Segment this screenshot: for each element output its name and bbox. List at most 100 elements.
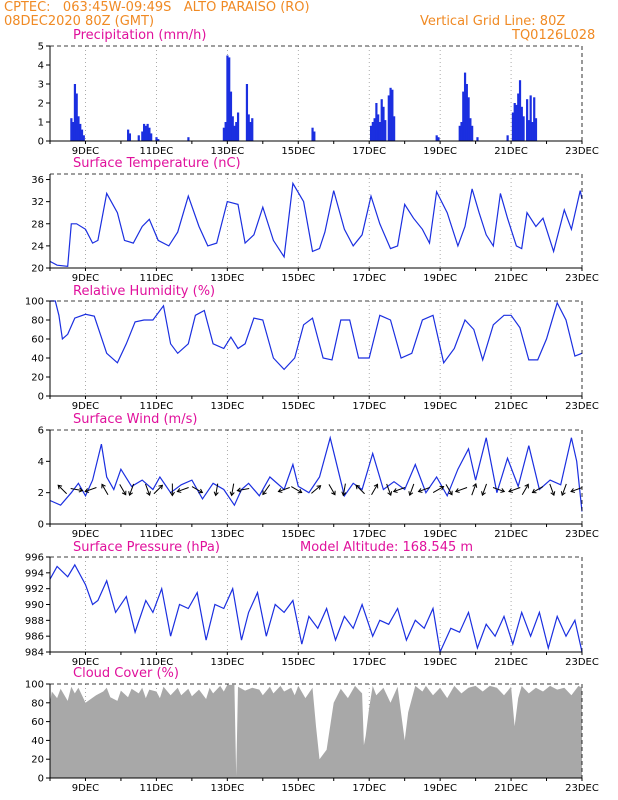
wind-arrow bbox=[570, 487, 583, 493]
wind-arrow-head bbox=[101, 483, 106, 489]
precip-bar bbox=[77, 116, 80, 141]
wind-arrow bbox=[386, 483, 392, 496]
press-x-tick-label: 21DEC bbox=[494, 657, 528, 668]
wind-arrow-head bbox=[213, 491, 219, 497]
wind-line bbox=[49, 435, 583, 512]
precip-bar bbox=[224, 122, 227, 141]
precip-bar bbox=[150, 133, 153, 141]
precip-bar bbox=[522, 116, 525, 141]
precip-bar bbox=[371, 122, 374, 141]
wind-arrow bbox=[455, 487, 468, 493]
precip-bar bbox=[80, 129, 84, 141]
wind-arrow bbox=[215, 483, 219, 496]
press-x-tick-label: 19DEC bbox=[423, 657, 457, 668]
precip-bar bbox=[231, 116, 234, 141]
wind-arrow-head bbox=[500, 488, 506, 493]
precip-bar bbox=[511, 112, 515, 141]
wind-arrow bbox=[432, 486, 444, 493]
wind-x-tick-label: 11DEC bbox=[140, 529, 174, 540]
wind-x-tick-label: 17DEC bbox=[352, 529, 386, 540]
precip-x-tick-label: 13DEC bbox=[210, 146, 244, 157]
rh-x-tick-label: 21DEC bbox=[494, 401, 528, 412]
wind-arrow-head bbox=[331, 490, 336, 496]
precip-bar bbox=[72, 122, 75, 141]
wind-arrow bbox=[237, 487, 250, 492]
cloud-x-tick-label: 23DEC bbox=[565, 783, 599, 794]
precip-y-tick-label: 4 bbox=[38, 61, 44, 72]
wind-arrow bbox=[70, 487, 83, 492]
precip-bar bbox=[389, 87, 392, 141]
precip-bar bbox=[458, 125, 461, 141]
cloud-x-tick-label: 13DEC bbox=[210, 783, 244, 794]
precip-bar bbox=[506, 135, 509, 141]
cloud-x-tick-label: 19DEC bbox=[423, 783, 457, 794]
precip-bar bbox=[534, 118, 538, 141]
precip-x-tick-label: 19DEC bbox=[423, 146, 457, 157]
precip-bar bbox=[518, 80, 522, 141]
wind-title: Surface Wind (m/s) bbox=[73, 412, 198, 427]
wind-arrow bbox=[508, 487, 521, 493]
precip-bar bbox=[229, 91, 233, 141]
temp-y-tick-label: 32 bbox=[31, 197, 44, 208]
precip-bar bbox=[157, 139, 160, 141]
rh-y-tick-label: 100 bbox=[25, 297, 44, 308]
rh-y-tick-label: 0 bbox=[38, 392, 44, 403]
precip-bar bbox=[228, 57, 231, 141]
press-x-tick-label: 17DEC bbox=[352, 657, 386, 668]
rh-x-tick-label: 15DEC bbox=[281, 401, 315, 412]
wind-arrow bbox=[532, 486, 544, 493]
cloud-y-tick-label: 0 bbox=[38, 774, 44, 785]
rh-x-tick-label: 17DEC bbox=[352, 401, 386, 412]
precip-bar bbox=[471, 125, 474, 141]
wind-arrow-head bbox=[198, 488, 204, 494]
cloud-y-tick-label: 40 bbox=[31, 736, 44, 747]
precip-bar bbox=[517, 93, 520, 141]
precip-title: Precipitation (mm/h) bbox=[73, 28, 207, 43]
cloud-y-tick-label: 100 bbox=[25, 680, 44, 691]
wind-x-tick-label: 21DEC bbox=[494, 529, 528, 540]
wind-arrow bbox=[101, 484, 109, 495]
wind-arrow-head bbox=[262, 490, 267, 496]
precip-bar bbox=[222, 127, 225, 141]
wind-arrow-head bbox=[316, 485, 322, 490]
temp-y-tick-label: 28 bbox=[31, 219, 44, 230]
precip-bar bbox=[187, 137, 190, 141]
precip-bar bbox=[533, 97, 536, 141]
press-y-tick-label: 986 bbox=[25, 632, 44, 643]
wind-y-tick-label: 0 bbox=[38, 520, 44, 531]
wind-arrow bbox=[355, 484, 365, 495]
wind-arrow bbox=[471, 483, 477, 496]
wind-y-tick-label: 2 bbox=[38, 488, 44, 499]
cloud-x-tick-label: 11DEC bbox=[140, 783, 174, 794]
rh-x-tick-label: 9DEC bbox=[72, 401, 99, 412]
precip-bar bbox=[82, 135, 85, 141]
rh-x-tick-label: 23DEC bbox=[565, 401, 599, 412]
temp-x-tick-label: 19DEC bbox=[423, 273, 457, 284]
precip-bar bbox=[313, 131, 316, 141]
precip-bar bbox=[384, 120, 387, 141]
precip-bar bbox=[469, 118, 472, 141]
precip-bar bbox=[462, 91, 465, 141]
header-date: 08DEC2020 80Z (GMT) bbox=[4, 14, 155, 29]
wind-arrow-head bbox=[508, 488, 513, 493]
wind-x-tick-label: 23DEC bbox=[565, 529, 599, 540]
rh-y-tick-label: 60 bbox=[31, 335, 44, 346]
header-grid-line: Vertical Grid Line: 80Z bbox=[420, 14, 566, 29]
cloud-title: Cloud Cover (%) bbox=[73, 666, 179, 681]
wind-arrow-head bbox=[341, 491, 347, 497]
wind-arrow bbox=[418, 487, 430, 493]
rh-x-tick-label: 19DEC bbox=[423, 401, 457, 412]
precip-bar bbox=[369, 125, 373, 141]
cloud-y-tick-label: 80 bbox=[31, 698, 44, 709]
wind-arrow bbox=[177, 487, 189, 493]
wind-arrow-head bbox=[146, 491, 151, 497]
precip-y-tick-label: 2 bbox=[38, 99, 44, 110]
precip-bar bbox=[378, 122, 382, 141]
press-y-tick-label: 984 bbox=[25, 648, 44, 659]
precip-bar bbox=[226, 55, 229, 141]
rh-y-tick-label: 40 bbox=[31, 354, 44, 365]
cloud-area bbox=[50, 684, 582, 778]
wind-arrow-head bbox=[128, 491, 133, 497]
wind-x-tick-label: 15DEC bbox=[281, 529, 315, 540]
precip-bar bbox=[128, 133, 131, 141]
